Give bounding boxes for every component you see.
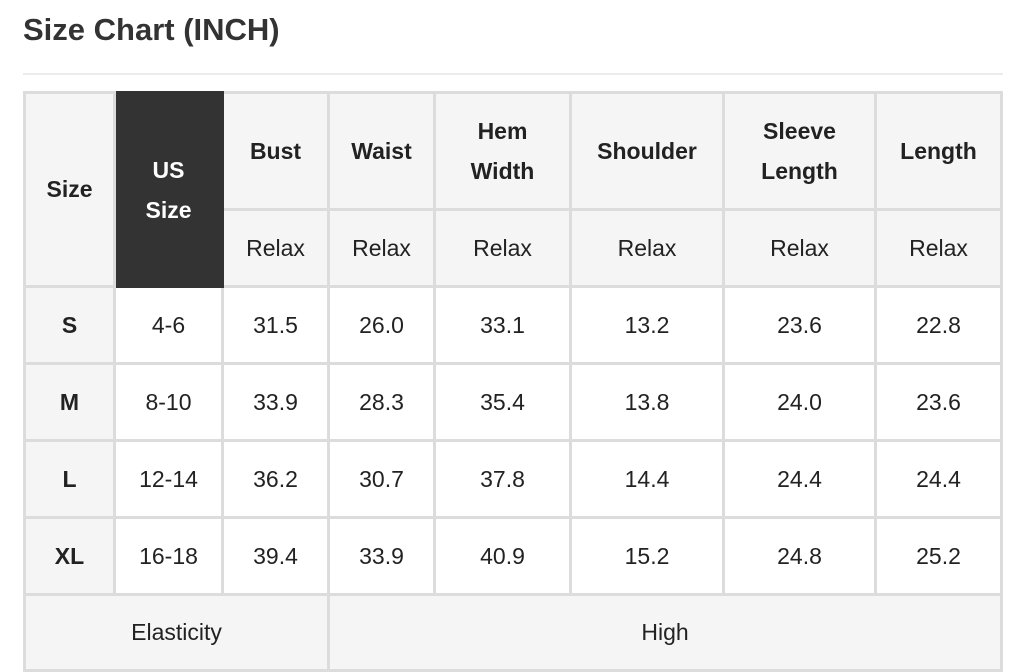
value-cell: 16-18 [113,516,224,596]
value-cell: 28.3 [327,362,436,442]
subheader-cell: Relax [221,208,330,288]
value-cell: 39.4 [221,516,330,596]
value-cell: 23.6 [722,285,877,365]
subheader-row: Relax Relax Relax Relax Relax Relax [25,208,1003,288]
value-cell: 33.1 [433,285,572,365]
table-row: L 12-14 36.2 30.7 37.8 14.4 24.4 24.4 [23,439,1003,519]
header-waist: Waist [327,91,436,211]
value-cell: 24.4 [874,439,1003,519]
elasticity-label: Elasticity [23,593,330,672]
value-cell: 4-6 [113,285,224,365]
size-cell: S [23,285,116,365]
value-cell: 33.9 [221,362,330,442]
page-title: Size Chart (INCH) [23,12,280,47]
header-length: Length [874,91,1003,211]
value-cell: 24.4 [722,439,877,519]
header-row: Size US Size Bust Waist Hem Width Should… [23,91,1003,288]
value-cell: 15.2 [569,516,725,596]
value-cell: 37.8 [433,439,572,519]
value-cell: 30.7 [327,439,436,519]
value-cell: 33.9 [327,516,436,596]
value-cell: 26.0 [327,285,436,365]
value-cell: 24.0 [722,362,877,442]
value-cell: 24.8 [722,516,877,596]
header-hem-width: Hem Width [433,91,572,211]
value-cell: 40.9 [433,516,572,596]
value-cell: 13.2 [569,285,725,365]
table-row: S 4-6 31.5 26.0 33.1 13.2 23.6 22.8 [23,285,1003,365]
size-cell: M [23,362,116,442]
table-row: XL 16-18 39.4 33.9 40.9 15.2 24.8 25.2 [23,516,1003,596]
header-shoulder: Shoulder [569,91,725,211]
size-chart-table: Size US Size Bust Waist Hem Width Should… [23,91,1003,672]
value-cell: 22.8 [874,285,1003,365]
header-size: Size [23,91,116,288]
divider [23,73,1003,75]
subheader-cell: Relax [433,208,572,288]
header-us-size: US Size [113,91,224,288]
elasticity-row: Elasticity High [23,593,1003,672]
table-row: M 8-10 33.9 28.3 35.4 13.8 24.0 23.6 [23,362,1003,442]
subheader-cell: Relax [722,208,877,288]
value-cell: 31.5 [221,285,330,365]
size-cell: L [23,439,116,519]
header-bust: Bust [221,91,330,211]
value-cell: 13.8 [569,362,725,442]
value-cell: 23.6 [874,362,1003,442]
size-cell: XL [23,516,116,596]
value-cell: 8-10 [113,362,224,442]
subheader-cell: Relax [327,208,436,288]
subheader-cell: Relax [569,208,725,288]
subheader-cell: Relax [874,208,1003,288]
header-sleeve-length: Sleeve Length [722,91,877,211]
value-cell: 12-14 [113,439,224,519]
elasticity-value: High [327,593,1003,672]
value-cell: 25.2 [874,516,1003,596]
value-cell: 14.4 [569,439,725,519]
value-cell: 36.2 [221,439,330,519]
value-cell: 35.4 [433,362,572,442]
